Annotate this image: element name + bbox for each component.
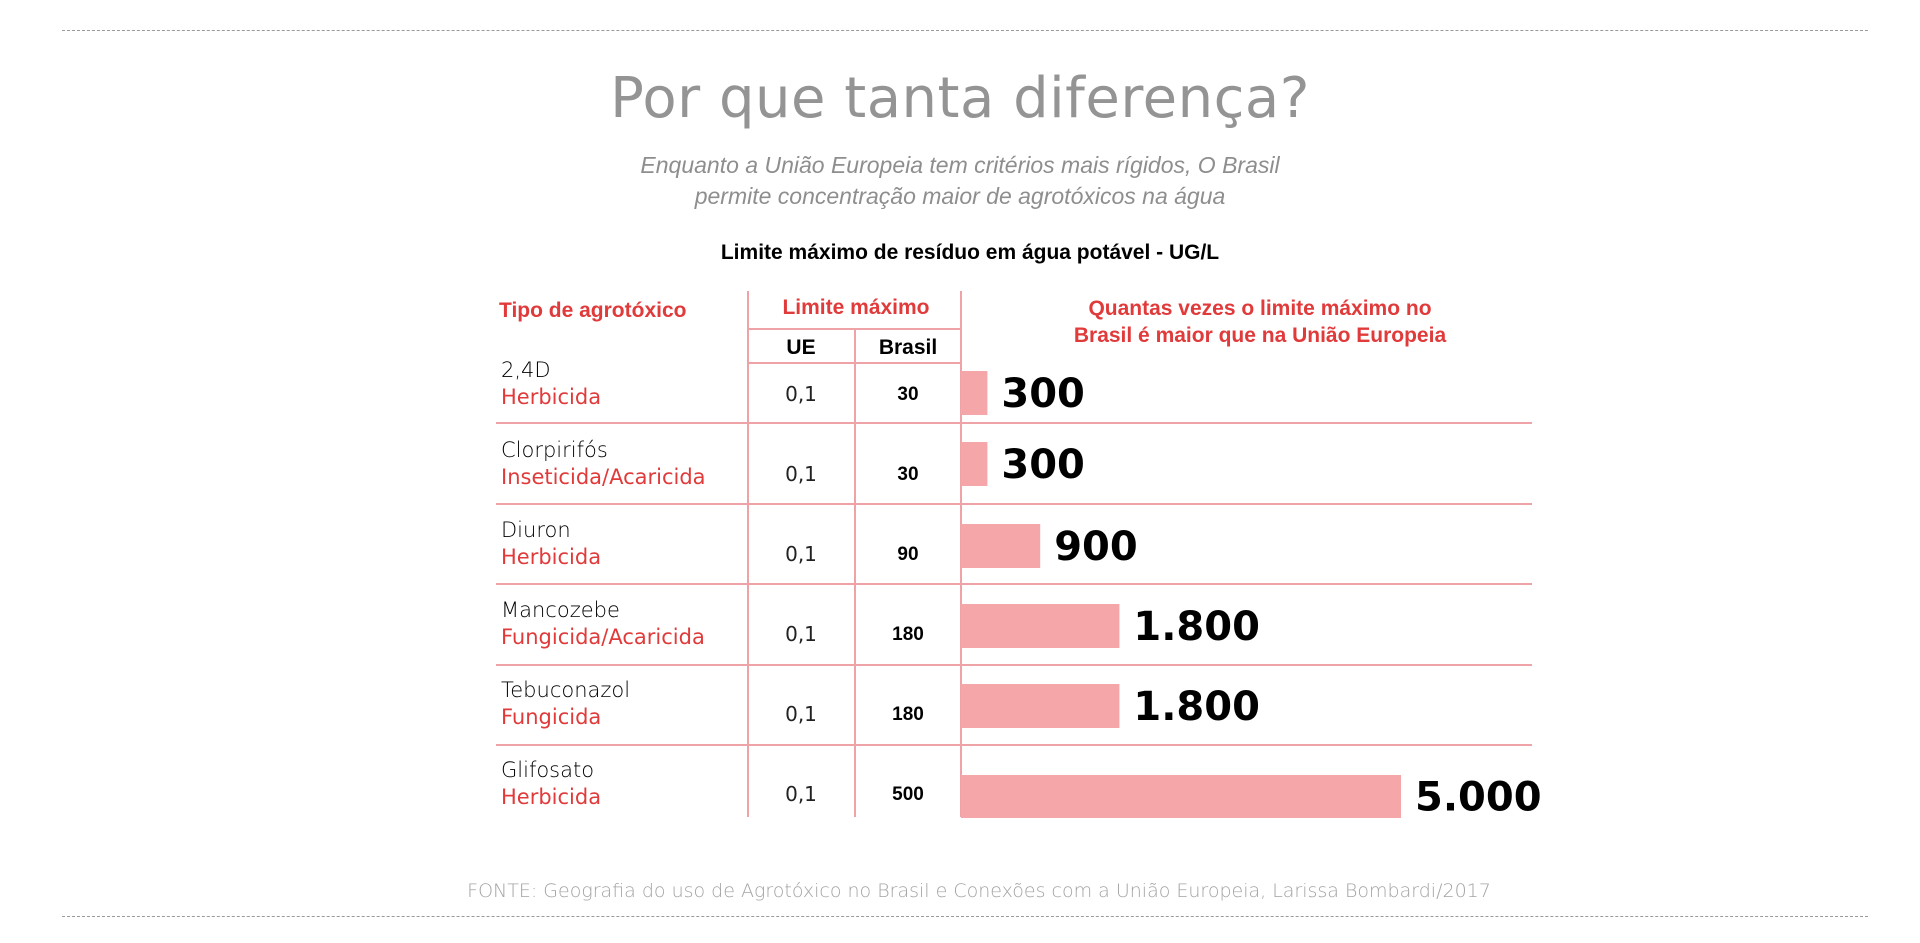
row-type-4: Fungicida/Acaricida bbox=[501, 625, 705, 649]
ratio-bar-3 bbox=[961, 524, 1041, 568]
header-quantas-line-1: Quantas vezes o limite máximo no bbox=[1088, 297, 1432, 320]
ratio-bar-5 bbox=[961, 684, 1120, 728]
header-limite-maximo: Limite máximo bbox=[782, 296, 930, 319]
grid-line-h-header-2 bbox=[747, 362, 961, 364]
chart-subtitle: Enquanto a União Europeia tem critérios … bbox=[560, 150, 1360, 212]
row-type-3: Herbicida bbox=[501, 545, 602, 569]
row-brasil-4: 180 bbox=[892, 624, 924, 645]
row-divider-5 bbox=[496, 744, 1532, 746]
grid-line-v1 bbox=[747, 291, 749, 817]
ratio-bar-4 bbox=[961, 604, 1120, 648]
row-ue-4: 0,1 bbox=[785, 622, 817, 646]
ratio-value-label-1: 300 bbox=[1001, 371, 1085, 417]
row-ue-3: 0,1 bbox=[785, 542, 817, 566]
row-brasil-2: 30 bbox=[897, 464, 919, 485]
row-type-5: Fungicida bbox=[501, 705, 602, 729]
bottom-dashed-divider bbox=[62, 916, 1868, 917]
chart-title: Por que tanta diferença? bbox=[610, 66, 1310, 131]
row-name-6: Glifosato bbox=[501, 758, 595, 782]
header-tipo: Tipo de agrotóxico bbox=[499, 299, 687, 322]
row-type-2: Inseticida/Acaricida bbox=[501, 465, 706, 489]
row-brasil-1: 30 bbox=[897, 384, 919, 405]
top-dashed-divider bbox=[62, 30, 1868, 31]
subtitle-line-1: Enquanto a União Europeia tem critérios … bbox=[640, 152, 1280, 178]
table-title: Limite máximo de resíduo em água potável… bbox=[720, 241, 1220, 264]
row-name-3: Diuron bbox=[501, 518, 571, 542]
grid-line-h-header-1 bbox=[747, 328, 961, 330]
row-name-1: 2,4D bbox=[501, 358, 551, 382]
row-divider-3 bbox=[496, 583, 1532, 585]
ratio-bar-2 bbox=[961, 442, 988, 486]
row-type-6: Herbicida bbox=[501, 785, 602, 809]
header-ue: UE bbox=[786, 336, 816, 359]
row-ue-6: 0,1 bbox=[785, 782, 817, 806]
ratio-value-label-6: 5.000 bbox=[1415, 775, 1542, 821]
row-type-1: Herbicida bbox=[501, 385, 602, 409]
grid-line-v2 bbox=[854, 328, 856, 817]
row-brasil-3: 90 bbox=[897, 544, 919, 565]
row-divider-2 bbox=[496, 503, 1532, 505]
row-brasil-5: 180 bbox=[892, 704, 924, 725]
ratio-value-label-4: 1.800 bbox=[1133, 604, 1260, 650]
ratio-value-label-2: 300 bbox=[1001, 442, 1085, 488]
ratio-bar-6 bbox=[961, 775, 1401, 818]
subtitle-line-2: permite concentração maior de agrotóxico… bbox=[694, 183, 1226, 209]
source-note: FONTE: Geografia do uso de Agrotóxico no… bbox=[467, 880, 1491, 902]
ratio-value-label-5: 1.800 bbox=[1133, 684, 1260, 730]
row-ue-2: 0,1 bbox=[785, 462, 817, 486]
row-brasil-6: 500 bbox=[892, 784, 924, 805]
row-ue-1: 0,1 bbox=[785, 382, 817, 406]
ratio-value-label-3: 900 bbox=[1054, 524, 1138, 570]
ratio-bar-1 bbox=[961, 371, 988, 415]
header-brasil: Brasil bbox=[878, 336, 938, 359]
row-name-2: Clorpirifós bbox=[501, 438, 608, 462]
row-name-5: Tebuconazol bbox=[501, 678, 631, 702]
header-quantas-line-2: Brasil é maior que na União Europeia bbox=[1073, 324, 1447, 347]
row-ue-5: 0,1 bbox=[785, 702, 817, 726]
row-divider-4 bbox=[496, 664, 1532, 666]
row-divider-1 bbox=[496, 422, 1532, 424]
header-quantas-vezes: Quantas vezes o limite máximo no Brasil … bbox=[1010, 295, 1510, 349]
row-name-4: Mancozebe bbox=[501, 598, 620, 622]
